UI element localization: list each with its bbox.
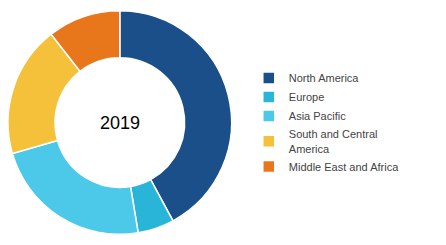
svg-text:South and CentralAmerica: South and CentralAmerica [289,128,378,154]
svg-text:Europe: Europe [289,91,324,103]
svg-text:2019: 2019 [100,113,140,133]
svg-text:Middle East and Africa: Middle East and Africa [289,161,399,173]
svg-text:Asia Pacific: Asia Pacific [289,110,346,122]
svg-text:North America: North America [289,72,360,84]
